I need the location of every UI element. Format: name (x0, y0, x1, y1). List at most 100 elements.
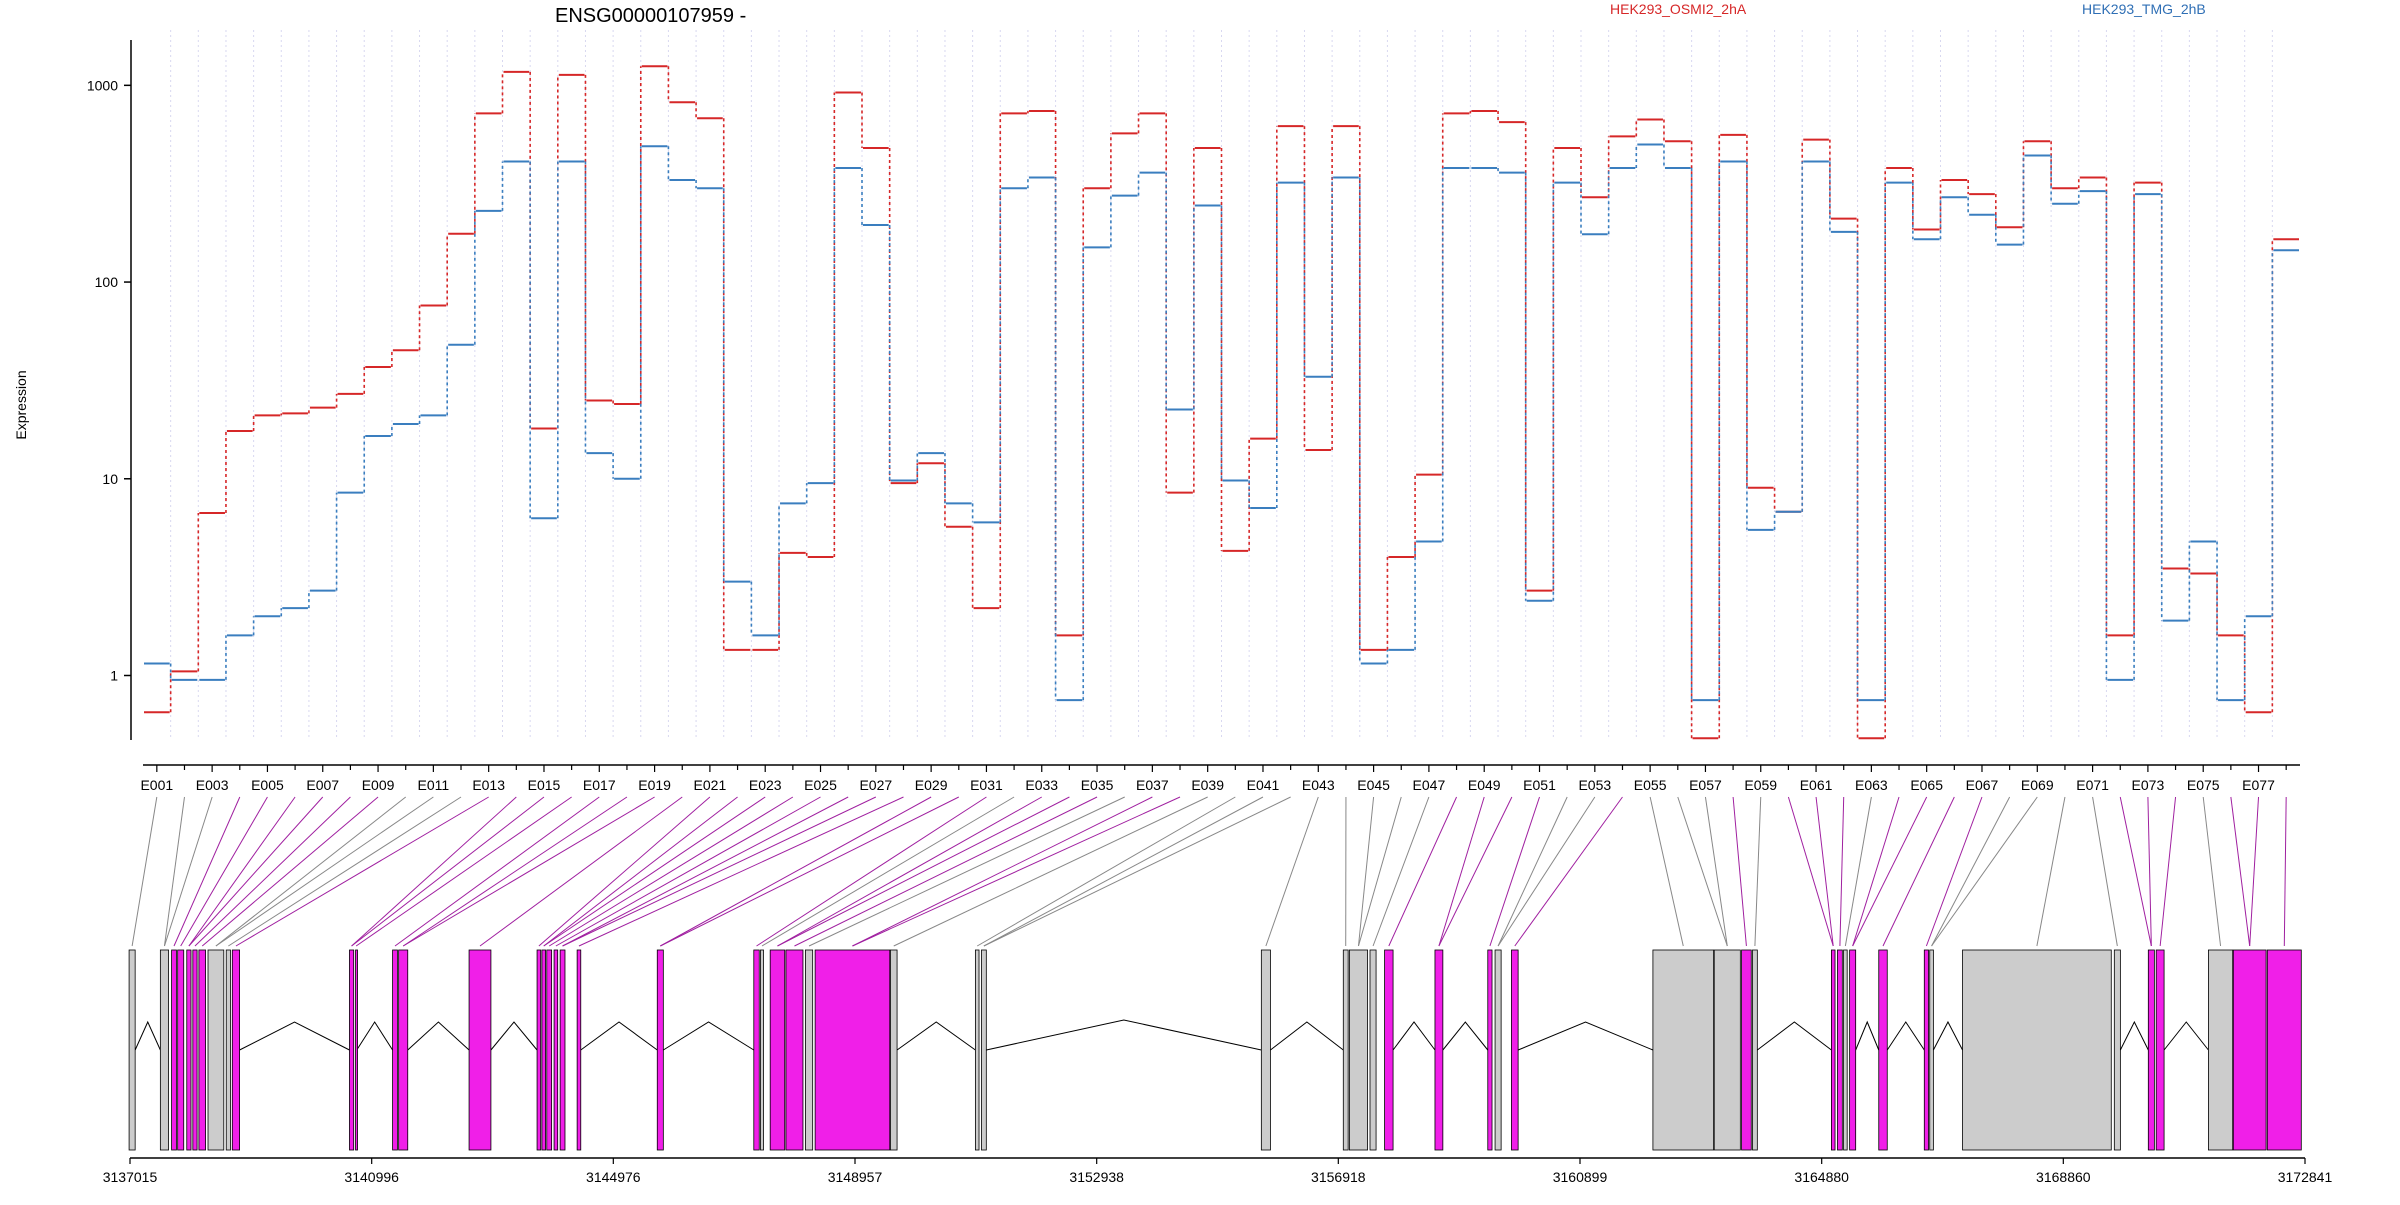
exon-box-highlight (356, 950, 358, 1150)
exon-connector (2120, 797, 2151, 946)
x-tick-label: E051 (1523, 777, 1556, 793)
exon-connector (2037, 797, 2065, 946)
intron-line (1757, 1022, 1831, 1050)
y-tick-label: 100 (95, 274, 119, 290)
intron-line (2120, 1022, 2148, 1050)
x-tick-label: E065 (1910, 777, 1943, 793)
exon-box-highlight (2267, 950, 2301, 1150)
x-tick-label: E001 (140, 777, 173, 793)
x-tick-label: E047 (1413, 777, 1446, 793)
intron-line (581, 1022, 657, 1050)
exon-box (805, 950, 812, 1150)
exon-connector (762, 797, 1014, 946)
exon-connector (202, 797, 378, 946)
exon-connector (1498, 797, 1567, 946)
exon-connector (544, 797, 738, 946)
exon-connector (1840, 797, 1844, 946)
y-tick-label: 10 (102, 471, 118, 487)
x-tick-label: E077 (2242, 777, 2275, 793)
exon-box-highlight (1385, 950, 1393, 1150)
x-tick-label: E023 (749, 777, 782, 793)
y-axis: 1 10 100 1000 (87, 40, 131, 740)
x-tick-label: E053 (1578, 777, 1611, 793)
intron-line (663, 1022, 753, 1050)
exon-box-highlight (1742, 950, 1752, 1150)
exon-box-highlight (560, 950, 565, 1150)
x-tick-label: E025 (804, 777, 837, 793)
x-tick-label: E041 (1247, 777, 1280, 793)
exon-box-highlight (469, 950, 491, 1150)
coordinate-tick-label: 3160899 (1553, 1169, 1608, 1185)
exon-connector (549, 797, 793, 946)
x-tick-label: E063 (1855, 777, 1888, 793)
x-tick-label: E005 (251, 777, 284, 793)
exon-connector (356, 797, 571, 946)
exon-box-highlight (232, 950, 239, 1150)
coordinate-tick-label: 3156918 (1311, 1169, 1366, 1185)
exon-connector (164, 797, 184, 946)
intron-line (491, 1022, 537, 1050)
coordinate-tick-label: 3148957 (828, 1169, 883, 1185)
exon-connector (1705, 797, 1727, 946)
exon-box-highlight (1435, 950, 1443, 1150)
x-tick-label: E043 (1302, 777, 1335, 793)
coordinate-tick-label: 3140996 (344, 1169, 399, 1185)
exon-box-highlight (2233, 950, 2266, 1150)
exon-box-highlight (172, 950, 177, 1150)
exon-box (1261, 950, 1270, 1150)
exon-connector (809, 797, 1125, 946)
intron-line (1856, 1022, 1879, 1050)
exon-connector (181, 797, 268, 946)
x-tick-label: E027 (859, 777, 892, 793)
exon-box (1752, 950, 1757, 1150)
exon-box-highlight (193, 950, 197, 1150)
exon-connector (757, 797, 987, 946)
exon-box-highlight (786, 950, 803, 1150)
coordinate-tick-label: 3144976 (586, 1169, 641, 1185)
exon-connector (1515, 797, 1623, 946)
exon-connector (236, 797, 489, 946)
exon-connector (1650, 797, 1683, 946)
exon-box-highlight (1924, 950, 1928, 1150)
exon-box (160, 950, 168, 1150)
intron-line (240, 1022, 350, 1050)
exon-box-highlight (2148, 950, 2154, 1150)
exon-connector (2203, 797, 2220, 946)
exon-box (1714, 950, 1740, 1150)
intron-line (986, 1020, 1261, 1050)
exon-connector (403, 797, 654, 946)
x-tick-label: E029 (915, 777, 948, 793)
exon-connector (1932, 797, 2038, 946)
x-tick-label: E049 (1468, 777, 1501, 793)
exon-box (226, 950, 230, 1150)
x-tick-label: E013 (472, 777, 505, 793)
exon-box-highlight (537, 950, 541, 1150)
y-tick-label: 1 (110, 667, 118, 683)
coordinate-tick-label: 3168860 (2036, 1169, 2091, 1185)
exon-box-highlight (1850, 950, 1856, 1150)
exon-box (760, 950, 763, 1150)
x-tick-label: E039 (1191, 777, 1224, 793)
exon-connector (216, 797, 433, 946)
exon-box-highlight (1488, 950, 1492, 1150)
intron-line (1393, 1022, 1435, 1050)
exon-box-highlight (770, 950, 785, 1150)
exon-box-highlight (178, 950, 184, 1150)
x-tick-label: E019 (638, 777, 671, 793)
exon-box (1844, 950, 1848, 1150)
exon-connector (556, 797, 821, 946)
exon-box (1349, 950, 1367, 1150)
chart-title: ENSG00000107959 - (555, 5, 746, 27)
x-tick-label: E007 (306, 777, 339, 793)
exon-connectors (132, 797, 2286, 946)
series-a (144, 66, 2299, 738)
exon-box-highlight (754, 950, 759, 1150)
coordinate-tick-label: 3164880 (1794, 1169, 1849, 1185)
exon-connector (195, 797, 350, 946)
x-tick-label: E035 (1081, 777, 1114, 793)
exon-connector (1439, 797, 1512, 946)
exon-connector (579, 797, 904, 946)
intron-line (357, 1022, 393, 1050)
y-tick-label: 1000 (87, 77, 118, 93)
